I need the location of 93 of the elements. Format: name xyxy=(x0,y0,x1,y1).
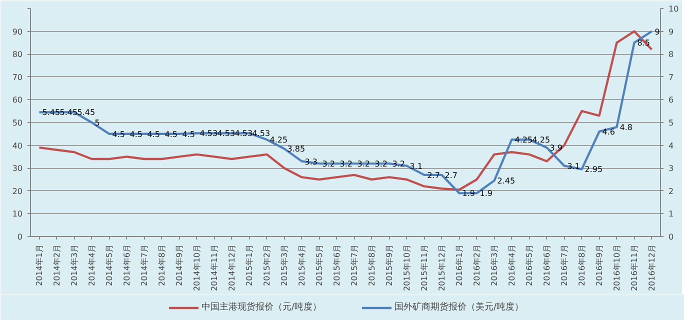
y2-tick-label: 10 xyxy=(668,4,679,14)
x-tick-label: 2015年5月 xyxy=(314,244,324,286)
data-label: 4.53 xyxy=(200,129,218,138)
y2-tick-label: 9 xyxy=(668,27,674,36)
data-label: 4.5 xyxy=(182,130,195,139)
y-tick-label: 60 xyxy=(12,96,23,105)
data-label: 2.45 xyxy=(497,176,516,186)
x-tick-label: 2014年8月 xyxy=(157,244,166,286)
x-tick-label: 2014年9月 xyxy=(174,244,184,286)
y2-tick-label: 6 xyxy=(668,96,674,105)
x-tick-label: 2015年8月 xyxy=(367,244,376,286)
x-tick-label: 2014年7月 xyxy=(140,244,149,286)
x-tick-label: 2014年11月 xyxy=(210,244,219,292)
data-label: 2.95 xyxy=(584,165,603,174)
x-tick-label: 2015年9月 xyxy=(384,244,394,286)
data-label: 4.25 xyxy=(532,136,550,145)
x-tick-label: 2014年6月 xyxy=(122,244,132,286)
data-label: 3.2 xyxy=(340,160,352,169)
x-tick-label: 2014年5月 xyxy=(104,244,114,286)
x-tick-label: 2016年6月 xyxy=(542,244,552,286)
y2-tick-label: 3 xyxy=(668,164,674,174)
data-label: 5 xyxy=(94,118,100,128)
y2-tick-label: 7 xyxy=(668,72,674,82)
data-label: 3.2 xyxy=(374,160,388,169)
y-tick-label: 10 xyxy=(12,210,23,219)
data-label: 4.5 xyxy=(130,130,142,139)
data-label: 5.45 xyxy=(42,108,60,118)
data-label: 4.5 xyxy=(147,130,160,139)
data-label: 4.5 xyxy=(112,130,125,139)
data-label: 4.5 xyxy=(164,130,178,139)
data-label: 4.53 xyxy=(234,129,253,138)
y-tick-label: 20 xyxy=(12,186,23,196)
data-label: 3.2 xyxy=(392,160,405,169)
x-tick-label: 2016年8月 xyxy=(577,244,586,286)
y-tick-label: 30 xyxy=(12,164,23,174)
y2-tick-label: 0 xyxy=(668,232,674,242)
data-label: 5.45 xyxy=(77,108,96,118)
data-label: 3.1 xyxy=(410,162,422,171)
data-label: 2.7 xyxy=(444,170,458,180)
x-tick-label: 2016年12月 xyxy=(647,244,656,292)
y-tick-label: 90 xyxy=(12,27,23,36)
x-tick-label: 2016年5月 xyxy=(524,244,534,286)
y-tick-label: 40 xyxy=(12,141,23,150)
data-label: 9 xyxy=(654,27,660,36)
data-label: 1.9 xyxy=(480,189,492,198)
legend-label: 中国主港现货报价（元/吨度） xyxy=(201,301,322,314)
x-tick-label: 2016年7月 xyxy=(560,244,569,286)
y2-tick-label: 5 xyxy=(668,118,674,128)
y-tick-label: 80 xyxy=(12,50,23,60)
x-tick-label: 2014年12月 xyxy=(227,244,236,292)
x-tick-label: 2015年2月 xyxy=(262,244,272,286)
y2-tick-label: 8 xyxy=(668,50,674,60)
x-tick-label: 2016年11月 xyxy=(630,244,639,292)
data-label: 2.7 xyxy=(427,170,440,180)
data-label: 1.9 xyxy=(462,189,475,198)
x-tick-label: 2014年2月 xyxy=(52,244,62,286)
y2-tick-label: 1 xyxy=(668,210,674,219)
data-label: 4.53 xyxy=(217,129,236,138)
data-label: 3.3 xyxy=(304,157,318,166)
x-tick-label: 2015年6月 xyxy=(332,244,342,286)
data-label: 3.85 xyxy=(287,144,306,154)
x-tick-label: 2014年4月 xyxy=(87,244,96,286)
data-label: 4.6 xyxy=(602,128,615,137)
x-tick-label: 2015年3月 xyxy=(280,244,289,286)
x-tick-label: 2016年3月 xyxy=(490,244,499,286)
data-label: 3.9 xyxy=(550,144,562,153)
y-tick-label: 70 xyxy=(12,72,23,82)
x-tick-label: 2015年10月 xyxy=(402,244,412,292)
x-tick-label: 2016年2月 xyxy=(472,244,482,286)
y-tick-label: 50 xyxy=(12,118,23,128)
x-tick-label: 2015年12月 xyxy=(437,244,446,292)
x-tick-label: 2015年1月 xyxy=(244,244,254,286)
data-label: 3.1 xyxy=(567,162,580,171)
legend-label: 国外矿商期货报价（美元/吨度） xyxy=(394,301,524,314)
x-tick-label: 2014年10月 xyxy=(192,244,202,292)
x-tick-label: 2014年1月 xyxy=(34,244,44,286)
data-label: 3.2 xyxy=(357,160,370,169)
y2-tick-label: 4 xyxy=(668,141,674,150)
x-tick-label: 2016年10月 xyxy=(612,244,622,292)
y2-tick-label: 2 xyxy=(668,186,674,196)
data-label: 5.45 xyxy=(60,108,78,118)
x-tick-label: 2015年7月 xyxy=(350,244,359,286)
data-label: 4.53 xyxy=(252,129,270,138)
x-tick-label: 2016年1月 xyxy=(454,244,464,286)
data-label: 4.25 xyxy=(270,136,288,145)
x-tick-label: 2016年9月 xyxy=(594,244,604,286)
data-label: 4.8 xyxy=(620,123,632,132)
y-tick-label: 0 xyxy=(17,232,23,242)
data-label: 3.2 xyxy=(322,160,335,169)
x-tick-label: 2015年4月 xyxy=(297,244,306,286)
x-tick-label: 2014年3月 xyxy=(70,244,79,286)
x-tick-label: 2015年11月 xyxy=(420,244,429,292)
x-tick-label: 2016年4月 xyxy=(507,244,516,286)
